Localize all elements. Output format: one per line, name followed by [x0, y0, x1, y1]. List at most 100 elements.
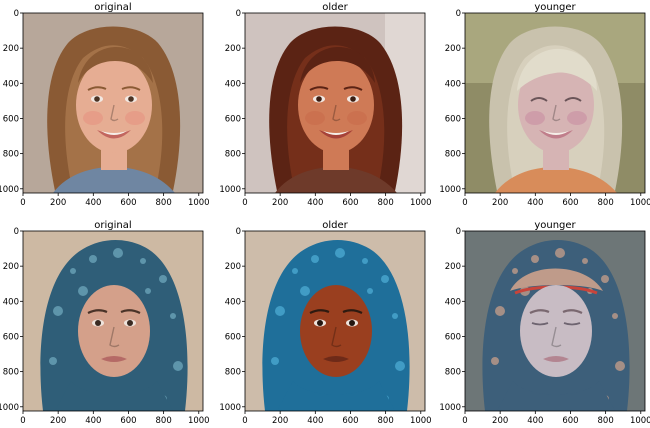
y-tick-label: 600 [445, 114, 461, 124]
y-tick-label: 400 [445, 297, 461, 307]
left-cheek [83, 111, 103, 125]
left-eye [317, 320, 323, 326]
scarf-chin-wrap [497, 381, 615, 411]
x-tick-label: 800 [156, 416, 172, 426]
x-tick-label: 1000 [630, 416, 650, 426]
x-tick-label: 1000 [188, 198, 210, 208]
axes-frame [244, 230, 426, 412]
teeth [543, 131, 569, 135]
y-tick-label: 200 [3, 262, 19, 272]
face [518, 57, 594, 153]
y-tick-label: 1000 [219, 185, 241, 195]
x-tick-label: 200 [492, 198, 508, 208]
y-tick-label: 1000 [0, 185, 19, 195]
x-tick-label: 1000 [630, 198, 650, 208]
y-tick-label: 400 [225, 79, 241, 89]
left-cheek [305, 111, 325, 125]
y-tick-label: 600 [3, 332, 19, 342]
x-tick-label: 400 [85, 416, 101, 426]
portrait-image [465, 231, 645, 411]
face [298, 57, 374, 153]
scarf-pattern [392, 313, 398, 319]
scarf-pattern [362, 258, 368, 264]
nose [331, 326, 342, 348]
nose [552, 104, 561, 122]
y-tick-label: 800 [225, 150, 241, 160]
y-tick-label: 400 [3, 297, 19, 307]
scarf-pattern [49, 357, 57, 365]
left-brow [87, 309, 108, 314]
shirt [275, 167, 397, 193]
panel-title: older [322, 2, 348, 13]
right-eye [349, 320, 355, 326]
x-tick-label: 600 [562, 416, 578, 426]
face [300, 285, 372, 377]
axes-frame [22, 230, 204, 412]
x-tick-label: 400 [307, 198, 323, 208]
scarf-pattern [113, 248, 123, 258]
right-brow [342, 309, 363, 314]
x-tick-label: 800 [598, 198, 614, 208]
axes-frame [464, 12, 646, 194]
y-tick-label: 800 [445, 150, 461, 160]
portrait-image [465, 13, 645, 193]
scarf-pattern [89, 255, 97, 263]
right-brow [562, 309, 583, 314]
face [76, 57, 152, 153]
x-tick-label: 800 [378, 416, 394, 426]
hairline [300, 47, 375, 83]
y-tick-label: 1000 [439, 403, 461, 413]
y-tick-label: 600 [225, 332, 241, 342]
axes-frame [464, 230, 646, 412]
x-tick-label: 0 [462, 198, 467, 208]
x-tick-label: 200 [50, 416, 66, 426]
y-tick-label: 200 [225, 44, 241, 54]
right-brow [343, 86, 363, 91]
x-tick-label: 600 [342, 198, 358, 208]
nose [109, 326, 120, 348]
y-tick-label: 1000 [439, 185, 461, 195]
scarf-pattern [173, 361, 183, 371]
bangs [517, 48, 597, 91]
scarf-pattern [70, 268, 76, 274]
x-tick-label: 200 [50, 198, 66, 208]
left-eye-closed [531, 322, 549, 326]
x-tick-label: 800 [378, 198, 394, 208]
mouth [101, 356, 127, 362]
scarf-pattern [78, 286, 88, 296]
scarf-pattern [53, 306, 63, 316]
y-tick-label: 400 [225, 297, 241, 307]
scarf-pattern [170, 313, 176, 319]
scarf-pattern [367, 288, 373, 294]
x-tick-label: 600 [120, 198, 136, 208]
teeth [101, 131, 127, 135]
x-tick-label: 800 [598, 416, 614, 426]
panel-title: younger [534, 220, 576, 231]
right-eye [350, 96, 356, 102]
x-tick-label: 0 [242, 198, 247, 208]
right-brow [121, 86, 141, 91]
scarf-pattern [555, 248, 565, 258]
portrait-image [245, 13, 425, 193]
shirt [495, 167, 617, 193]
nose [332, 104, 341, 122]
x-tick-label: 200 [492, 416, 508, 426]
scarf-pattern [335, 248, 345, 258]
scarf-pattern [612, 313, 618, 319]
scarf-pattern [582, 258, 588, 264]
mouth [323, 356, 349, 362]
x-tick-label: 600 [342, 416, 358, 426]
y-tick-label: 1000 [219, 403, 241, 413]
shirt [53, 167, 175, 193]
x-tick-label: 400 [527, 198, 543, 208]
y-tick-label: 0 [14, 9, 19, 19]
x-tick-label: 400 [85, 198, 101, 208]
y-tick-label: 0 [456, 9, 461, 19]
scarf-pattern [292, 268, 298, 274]
x-tick-label: 1000 [410, 416, 432, 426]
x-tick-label: 200 [272, 198, 288, 208]
